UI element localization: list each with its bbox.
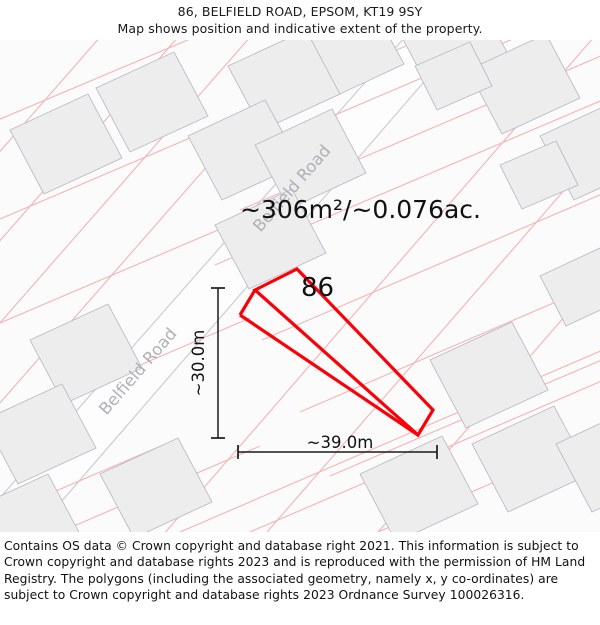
building-footprints bbox=[0, 40, 600, 532]
map-footer: Contains OS data © Crown copyright and d… bbox=[0, 532, 600, 625]
copyright-disclaimer: Contains OS data © Crown copyright and d… bbox=[4, 539, 586, 603]
plot-number-label: 86 bbox=[301, 273, 334, 303]
page-subtitle: Map shows position and indicative extent… bbox=[117, 21, 483, 36]
dimension-height-label: ~30.0m bbox=[189, 330, 208, 397]
page-title: 86, BELFIELD ROAD, EPSOM, KT19 9SY bbox=[177, 4, 423, 19]
area-label: ~306m²/~0.076ac. bbox=[240, 195, 481, 224]
dimension-horizontal bbox=[237, 445, 438, 459]
dimension-vertical bbox=[211, 287, 225, 439]
parcel-edge-bottom bbox=[239, 313, 419, 437]
dimension-width-label: ~39.0m bbox=[307, 433, 374, 452]
map-header: 86, BELFIELD ROAD, EPSOM, KT19 9SY Map s… bbox=[0, 0, 600, 40]
property-parcel-outline[interactable] bbox=[252, 267, 436, 438]
map-canvas[interactable]: Belfield Road Belfield Road ~306m²/~0.07… bbox=[0, 40, 600, 532]
property-map[interactable]: Belfield Road Belfield Road ~306m²/~0.07… bbox=[0, 40, 600, 532]
parcel-edge-left bbox=[238, 289, 257, 316]
